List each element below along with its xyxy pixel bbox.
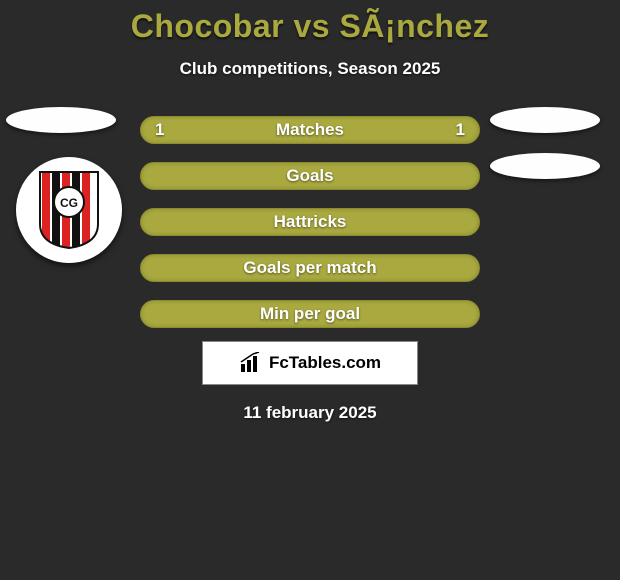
date-text: 11 february 2025 <box>0 403 620 423</box>
subtitle: Club competitions, Season 2025 <box>0 59 620 79</box>
stat-row-mpg: Min per goal <box>0 291 620 337</box>
stat-row-matches: 1 Matches 1 <box>0 107 620 153</box>
stat-label: Min per goal <box>140 300 480 328</box>
stat-value-right: 1 <box>456 116 465 144</box>
stat-label: Goals per match <box>140 254 480 282</box>
bar-chart-icon <box>239 352 265 374</box>
stats-area: CG 1 Matches 1 Goals Hattricks <box>0 107 620 327</box>
stat-row-hattricks: Hattricks <box>0 199 620 245</box>
stat-row-goals: Goals <box>0 153 620 199</box>
stat-label: Hattricks <box>140 208 480 236</box>
stat-row-gpm: Goals per match <box>0 245 620 291</box>
branding-box: FcTables.com <box>202 341 418 385</box>
page-title: Chocobar vs SÃ¡nchez <box>0 8 620 45</box>
infographic-root: Chocobar vs SÃ¡nchez Club competitions, … <box>0 0 620 423</box>
branding-text: FcTables.com <box>269 353 381 373</box>
stat-label: Matches <box>140 116 480 144</box>
stat-label: Goals <box>140 162 480 190</box>
